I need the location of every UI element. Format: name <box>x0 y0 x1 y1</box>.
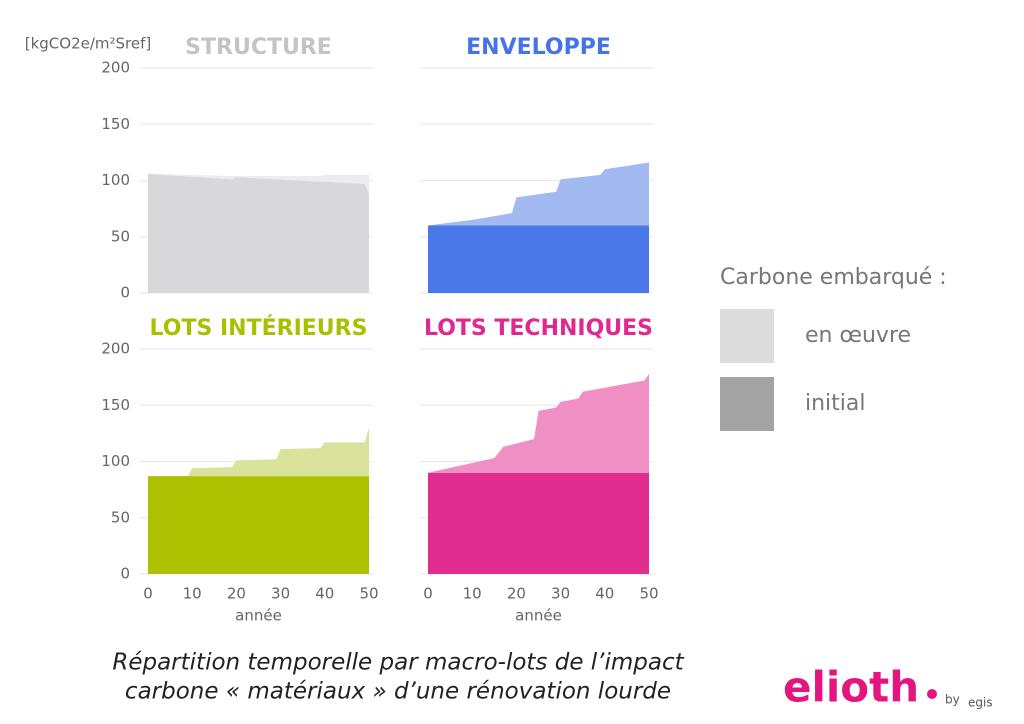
y-tick-label: 150 <box>101 396 130 414</box>
logo-by: by <box>945 693 960 707</box>
caption-line: carbone « matériaux » d’une rénovation l… <box>125 679 671 705</box>
caption-line: Répartition temporelle par macro-lots de… <box>112 650 684 676</box>
x-tick-label: 0 <box>143 585 153 603</box>
y-tick-label: 100 <box>101 171 130 189</box>
x-tick-label: 20 <box>227 585 246 603</box>
area <box>148 173 369 194</box>
area <box>148 476 369 574</box>
x-tick-label: 10 <box>463 585 482 603</box>
y-tick-label: 100 <box>101 452 130 470</box>
legend-swatch <box>720 309 774 363</box>
x-tick-label: 20 <box>507 585 526 603</box>
y-tick-label: 50 <box>111 227 130 245</box>
chart-title: LOTS INTÉRIEURS <box>150 315 368 341</box>
legend-swatch <box>720 377 774 431</box>
y-tick-label: 150 <box>101 115 130 133</box>
x-tick-label: 50 <box>359 585 378 603</box>
chart-title: ENVELOPPE <box>466 35 611 60</box>
legend-title: Carbone embarqué : <box>720 265 947 290</box>
y-tick-label: 200 <box>101 59 130 77</box>
y-tick-label: 0 <box>120 565 130 583</box>
x-axis-label: année <box>515 607 562 625</box>
logo-brand: egis <box>968 696 993 710</box>
x-tick-label: 50 <box>639 585 658 603</box>
y-axis-label: [kgCO2e/m²Sref] <box>25 35 152 53</box>
y-tick-label: 200 <box>101 340 130 358</box>
legend-label: en œuvre <box>805 323 911 348</box>
x-tick-label: 0 <box>423 585 433 603</box>
logo: elioth <box>783 663 919 712</box>
logo-dot <box>927 689 937 699</box>
x-tick-label: 40 <box>595 585 614 603</box>
area <box>148 173 369 293</box>
area <box>148 427 369 477</box>
y-tick-label: 0 <box>120 284 130 302</box>
x-axis-label: année <box>235 607 282 625</box>
area <box>428 225 649 293</box>
area <box>428 373 649 473</box>
legend-label: initial <box>805 391 866 416</box>
x-tick-label: 30 <box>271 585 290 603</box>
chart-title: LOTS TECHNIQUES <box>424 316 653 341</box>
x-tick-label: 30 <box>551 585 570 603</box>
y-tick-label: 50 <box>111 508 130 526</box>
x-tick-label: 10 <box>183 585 202 603</box>
area <box>428 162 649 226</box>
area <box>428 472 649 574</box>
x-tick-label: 40 <box>315 585 334 603</box>
chart-title: STRUCTURE <box>185 35 332 60</box>
